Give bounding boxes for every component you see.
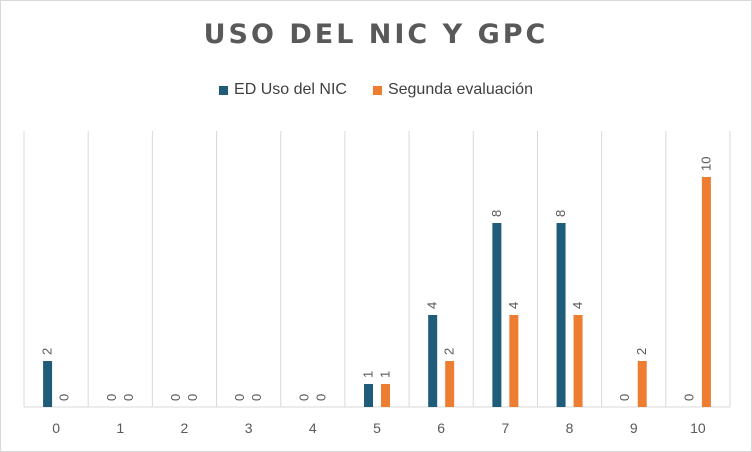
x-tick-label: 9: [630, 420, 638, 436]
bar-series-1: [364, 384, 373, 407]
data-label-series-1: 0: [296, 394, 311, 401]
data-label-series-1: 8: [553, 210, 568, 217]
data-label-series-2: 2: [442, 348, 457, 355]
x-tick-label: 4: [309, 420, 317, 436]
data-label-series-2: 4: [506, 302, 521, 309]
bar-series-1: [556, 223, 566, 407]
legend-item-series-2: Segunda evaluación: [372, 81, 533, 99]
x-tick-label: 0: [52, 420, 60, 436]
x-tick-label: 3: [245, 420, 253, 436]
x-tick-label: 2: [181, 420, 189, 436]
x-tick-label: 7: [501, 420, 509, 436]
bar-series-2: [509, 315, 519, 407]
x-tick-label: 1: [116, 420, 124, 436]
data-label-series-2: 0: [57, 394, 72, 401]
data-label-series-2: 0: [313, 394, 328, 401]
chart-legend: ED Uso del NIC Segunda evaluación: [1, 81, 751, 99]
data-label-series-2: 1: [378, 371, 393, 378]
bar-series-2: [381, 384, 390, 407]
data-label-series-2: 2: [634, 348, 649, 355]
data-label-series-1: 0: [232, 394, 247, 401]
x-tick-label: 5: [373, 420, 381, 436]
chart-title: USO DEL NIC Y GPC: [203, 19, 549, 50]
legend-label-series-1: ED Uso del NIC: [234, 81, 347, 98]
legend-label-series-2: Segunda evaluación: [387, 81, 533, 98]
data-label-series-1: 1: [361, 371, 376, 378]
data-label-series-1: 0: [617, 394, 632, 401]
legend-swatch-series-2: [372, 85, 382, 95]
bar-series-1: [492, 223, 502, 407]
data-label-series-2: 0: [185, 394, 200, 401]
bar-series-1: [43, 361, 53, 407]
data-label-series-1: 4: [425, 302, 440, 309]
legend-swatch-series-1: [219, 85, 229, 95]
bar-series-2: [637, 361, 647, 407]
x-tick-label: 6: [437, 420, 445, 436]
data-label-series-1: 2: [40, 348, 55, 355]
x-tick-label: 10: [690, 420, 706, 436]
x-tick-label: 8: [566, 420, 574, 436]
data-label-series-2: 4: [570, 302, 585, 309]
data-label-series-1: 8: [489, 210, 504, 217]
bar-series-2: [701, 177, 711, 407]
bar-series-2: [573, 315, 583, 407]
bar-series-2: [445, 361, 455, 407]
data-label-series-2: 10: [698, 157, 713, 171]
data-label-series-1: 0: [681, 394, 696, 401]
data-label-series-2: 0: [249, 394, 264, 401]
data-label-series-1: 0: [104, 394, 119, 401]
data-label-series-2: 0: [121, 394, 136, 401]
bar-series-1: [428, 315, 438, 407]
data-label-series-1: 0: [168, 394, 183, 401]
legend-item-series-1: ED Uso del NIC: [219, 81, 347, 99]
